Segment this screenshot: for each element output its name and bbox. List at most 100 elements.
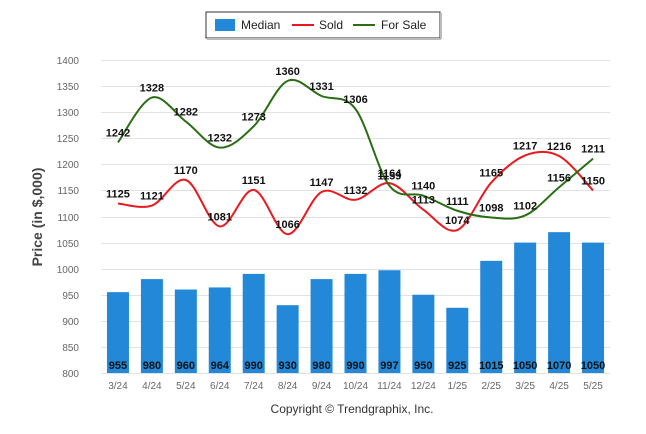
bar-label-4/25: 1070 <box>547 360 571 372</box>
x-tick-4/24: 4/24 <box>142 381 162 392</box>
bar-9/24 <box>310 279 333 373</box>
for-sale-label-7/24: 1273 <box>241 111 265 123</box>
bar-label-7/24: 990 <box>245 360 263 372</box>
bar-label-6/24: 964 <box>211 360 230 372</box>
bar-label-2/25: 1015 <box>479 360 503 372</box>
bar-5/24 <box>174 289 197 373</box>
for-sale-label-5/25: 1211 <box>581 144 605 156</box>
y-tick-1100: 1100 <box>57 213 79 224</box>
sold-label-10/24: 1132 <box>344 185 368 197</box>
trend-lines <box>117 78 594 236</box>
for-sale-label-6/24: 1232 <box>208 133 232 145</box>
x-tick-3/24: 3/24 <box>108 381 128 392</box>
sold-label-12/24: 1113 <box>412 195 435 207</box>
sold-label-3/25: 1217 <box>513 140 537 152</box>
for-sale-label-3/24: 1242 <box>106 127 130 139</box>
sold-line <box>117 150 594 236</box>
x-tick-7/24: 7/24 <box>244 381 264 392</box>
x-tick-5/24: 5/24 <box>176 381 196 392</box>
legend-box <box>205 11 441 39</box>
sold-label-8/24: 1066 <box>275 219 299 231</box>
sold-label-1/25: 1074 <box>445 215 470 227</box>
bar-6/24 <box>208 287 231 373</box>
sold-label-6/24: 1081 <box>208 211 232 223</box>
for-sale-label-1/25: 1111 <box>446 196 469 208</box>
bar-label-5/24: 960 <box>177 360 195 372</box>
for-sale-label-9/24: 1331 <box>309 81 333 93</box>
sold-label-3/24: 1125 <box>106 188 130 200</box>
data-labels: 955 980 960 964 990 930 980 990 997 950 925 1015 105… <box>106 66 606 372</box>
y-tick-1150: 1150 <box>57 186 79 197</box>
sold-label-5/24: 1170 <box>174 165 198 177</box>
bar-2/25 <box>480 260 503 373</box>
for-sale-label-11/24: 1159 <box>377 171 401 183</box>
legend-label-median: Median <box>241 18 280 32</box>
bar-8/24 <box>276 305 299 373</box>
sold-label-2/25: 1165 <box>479 168 503 180</box>
x-tick-11/24: 11/24 <box>377 381 402 392</box>
sold-label-4/25: 1216 <box>547 141 571 153</box>
x-tick-8/24: 8/24 <box>278 381 298 392</box>
bar-3/25 <box>514 242 537 373</box>
bar-label-8/24: 930 <box>278 360 296 372</box>
x-tick-10/24: 10/24 <box>343 381 368 392</box>
for-sale-label-3/25: 1102 <box>513 200 537 212</box>
y-tick-800: 800 <box>62 369 79 380</box>
for-sale-label-4/24: 1328 <box>140 83 164 95</box>
bar-label-5/25: 1050 <box>581 360 605 372</box>
bar-1/25 <box>446 307 469 373</box>
bar-5/25 <box>582 242 605 373</box>
bar-label-3/24: 955 <box>109 360 127 372</box>
legend-label-for-sale: For Sale <box>381 18 427 32</box>
sold-label-5/25: 1150 <box>581 175 605 187</box>
y-tick-1300: 1300 <box>57 108 80 119</box>
y-tick-1400: 1400 <box>57 56 80 67</box>
bar-label-12/24: 950 <box>414 360 432 372</box>
for-sale-label-8/24: 1360 <box>275 66 299 78</box>
for-sale-label-12/24: 1140 <box>411 181 435 193</box>
y-tick-1350: 1350 <box>57 82 80 93</box>
sold-label-9/24: 1147 <box>310 177 334 189</box>
y-tick-850: 850 <box>62 343 79 354</box>
bar-12/24 <box>412 294 435 373</box>
bar-11/24 <box>378 270 401 373</box>
legend-swatch-median <box>215 19 235 31</box>
x-tick-6/24: 6/24 <box>210 381 230 392</box>
copyright: Copyright © Trendgraphix, Inc. <box>271 402 434 416</box>
median-bars <box>106 232 605 373</box>
bar-label-10/24: 990 <box>346 360 364 372</box>
bar-7/24 <box>242 273 265 373</box>
for-sale-label-10/24: 1306 <box>343 94 367 106</box>
legend-label-sold: Sold <box>319 18 343 32</box>
legend: Median Sold For Sale <box>205 11 442 40</box>
x-tick-2/25: 2/25 <box>481 381 501 392</box>
y-tick-1200: 1200 <box>57 160 80 171</box>
x-tick-3/25: 3/25 <box>515 381 535 392</box>
y-tick-950: 950 <box>62 291 79 302</box>
bar-label-1/25: 925 <box>448 360 466 372</box>
bar-4/25 <box>548 232 571 373</box>
x-tick-1/25: 1/25 <box>448 381 468 392</box>
sold-label-4/24: 1121 <box>140 191 164 203</box>
for-sale-label-2/25: 1098 <box>479 203 503 215</box>
x-axis-ticks: 3/24 4/24 5/24 6/24 7/24 8/24 9/24 10/24 11/24 12… <box>108 381 603 392</box>
y-tick-900: 900 <box>62 317 79 328</box>
for-sale-label-4/25: 1156 <box>547 172 571 184</box>
for-sale-line <box>117 78 594 220</box>
y-tick-1250: 1250 <box>57 134 80 145</box>
bar-4/24 <box>140 279 163 373</box>
bar-label-3/25: 1050 <box>513 360 537 372</box>
sold-label-11/24: 1164 <box>377 168 402 180</box>
y-tick-1000: 1000 <box>57 265 80 276</box>
x-tick-4/25: 4/25 <box>549 381 569 392</box>
bar-label-11/24: 997 <box>380 360 398 372</box>
bar-3/24 <box>106 292 129 373</box>
bar-label-4/24: 980 <box>143 360 161 372</box>
y-axis-label: Price (in $,000) <box>29 168 45 267</box>
x-tick-9/24: 9/24 <box>312 381 332 392</box>
x-tick-5/25: 5/25 <box>583 381 603 392</box>
x-tick-12/24: 12/24 <box>411 381 436 392</box>
bar-label-9/24: 980 <box>312 360 330 372</box>
for-sale-label-5/24: 1282 <box>174 107 198 119</box>
